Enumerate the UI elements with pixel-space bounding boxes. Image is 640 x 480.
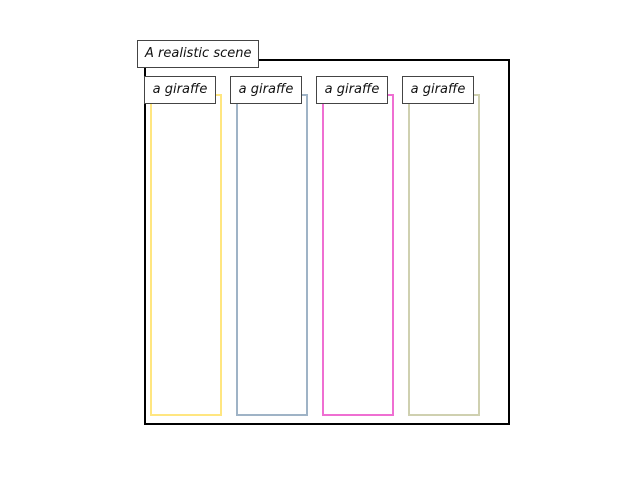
object-box-giraffe-2 xyxy=(236,94,308,416)
object-label-giraffe-3: a giraffe xyxy=(316,76,388,104)
scene-frame xyxy=(144,59,510,425)
scene-label: A realistic scene xyxy=(137,40,260,68)
object-box-giraffe-1 xyxy=(150,94,222,416)
object-box-giraffe-4 xyxy=(408,94,480,416)
object-label-giraffe-2: a giraffe xyxy=(230,76,302,104)
object-label-giraffe-4: a giraffe xyxy=(402,76,474,104)
object-box-giraffe-3 xyxy=(322,94,394,416)
object-label-giraffe-1: a giraffe xyxy=(144,76,216,104)
